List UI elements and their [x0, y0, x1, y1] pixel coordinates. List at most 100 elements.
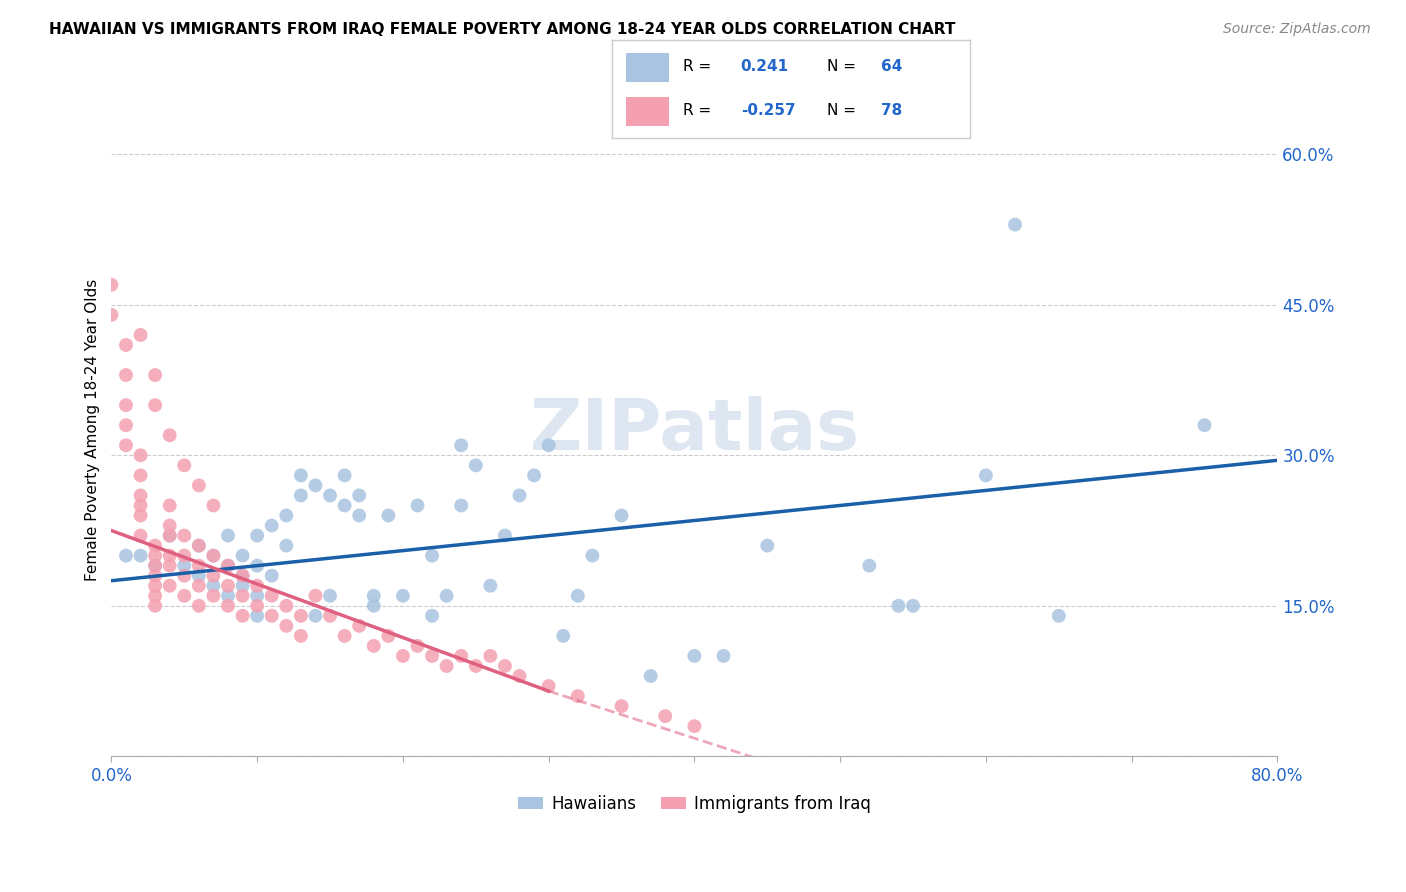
- Point: [159, 558, 181, 573]
- Point: [159, 499, 181, 513]
- Point: [202, 549, 225, 563]
- Point: [683, 719, 706, 733]
- Point: [232, 608, 254, 623]
- Point: [202, 549, 225, 563]
- Point: [858, 558, 880, 573]
- Point: [129, 488, 152, 502]
- Point: [523, 468, 546, 483]
- Point: [420, 648, 443, 663]
- Point: [450, 648, 472, 663]
- Point: [319, 608, 342, 623]
- Point: [187, 539, 209, 553]
- Point: [129, 468, 152, 483]
- Point: [217, 579, 239, 593]
- Point: [173, 528, 195, 542]
- Point: [143, 579, 166, 593]
- Point: [129, 448, 152, 462]
- Point: [217, 558, 239, 573]
- Point: [173, 549, 195, 563]
- Point: [333, 468, 356, 483]
- Point: [115, 438, 138, 452]
- Point: [115, 398, 138, 412]
- Point: [173, 589, 195, 603]
- Point: [276, 619, 298, 633]
- Point: [143, 558, 166, 573]
- Point: [276, 539, 298, 553]
- Point: [232, 568, 254, 582]
- Point: [115, 418, 138, 433]
- Point: [187, 599, 209, 613]
- Point: [377, 629, 399, 643]
- Point: [654, 709, 676, 723]
- Point: [1047, 608, 1070, 623]
- Point: [1194, 418, 1216, 433]
- Point: [756, 539, 779, 553]
- Point: [406, 499, 429, 513]
- Point: [246, 599, 269, 613]
- Point: [406, 639, 429, 653]
- Point: [246, 608, 269, 623]
- Point: [290, 629, 312, 643]
- Point: [276, 508, 298, 523]
- Point: [479, 579, 502, 593]
- Point: [392, 648, 415, 663]
- Point: [232, 549, 254, 563]
- Point: [553, 629, 575, 643]
- Point: [901, 599, 924, 613]
- Point: [159, 579, 181, 593]
- Point: [479, 648, 502, 663]
- Text: -0.257: -0.257: [741, 103, 796, 119]
- Point: [143, 589, 166, 603]
- Point: [333, 629, 356, 643]
- Point: [290, 488, 312, 502]
- Point: [319, 589, 342, 603]
- Point: [115, 549, 138, 563]
- Point: [974, 468, 997, 483]
- Point: [347, 488, 370, 502]
- Point: [304, 608, 326, 623]
- Point: [610, 699, 633, 714]
- Point: [1004, 218, 1026, 232]
- Point: [232, 579, 254, 593]
- Point: [246, 589, 269, 603]
- Point: [100, 308, 122, 322]
- Point: [187, 539, 209, 553]
- Point: [290, 468, 312, 483]
- Text: N =: N =: [827, 103, 856, 119]
- Point: [537, 679, 560, 693]
- Point: [304, 589, 326, 603]
- Point: [392, 589, 415, 603]
- Point: [202, 568, 225, 582]
- Y-axis label: Female Poverty Among 18-24 Year Olds: Female Poverty Among 18-24 Year Olds: [86, 279, 100, 582]
- Point: [143, 568, 166, 582]
- Point: [143, 558, 166, 573]
- FancyBboxPatch shape: [626, 53, 669, 82]
- Point: [333, 499, 356, 513]
- Point: [187, 579, 209, 593]
- Point: [420, 608, 443, 623]
- Point: [129, 327, 152, 342]
- Point: [713, 648, 735, 663]
- Point: [537, 438, 560, 452]
- Point: [276, 599, 298, 613]
- Point: [173, 558, 195, 573]
- Point: [217, 589, 239, 603]
- Point: [143, 398, 166, 412]
- Point: [363, 589, 385, 603]
- Text: 0.241: 0.241: [741, 59, 789, 74]
- Point: [246, 528, 269, 542]
- Point: [436, 589, 458, 603]
- Point: [159, 528, 181, 542]
- Text: HAWAIIAN VS IMMIGRANTS FROM IRAQ FEMALE POVERTY AMONG 18-24 YEAR OLDS CORRELATIO: HAWAIIAN VS IMMIGRANTS FROM IRAQ FEMALE …: [49, 22, 956, 37]
- Point: [100, 277, 122, 292]
- Point: [217, 558, 239, 573]
- Text: N =: N =: [827, 59, 856, 74]
- Point: [202, 499, 225, 513]
- Point: [436, 659, 458, 673]
- Point: [363, 599, 385, 613]
- Point: [567, 589, 589, 603]
- Point: [232, 589, 254, 603]
- Point: [159, 428, 181, 442]
- FancyBboxPatch shape: [626, 97, 669, 127]
- Point: [610, 508, 633, 523]
